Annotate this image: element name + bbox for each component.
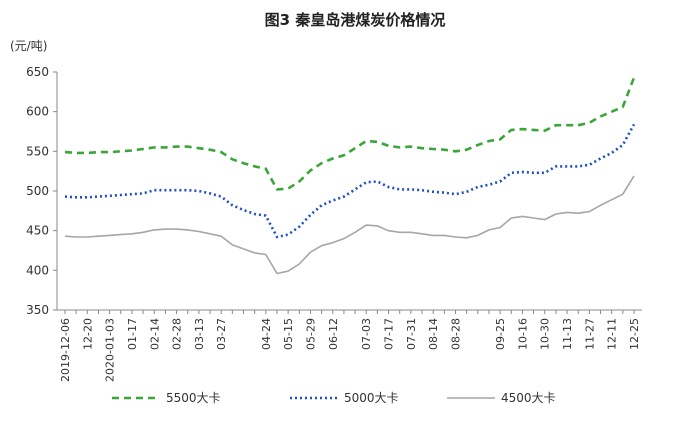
plot-area [64,77,636,275]
x-tick-label: 02-28 [171,318,184,350]
x-tick-label: 09-25 [494,318,507,350]
x-tick-label: 12-11 [606,318,619,350]
x-tick-label: 04-24 [260,318,273,350]
x-tick-label: 05-15 [282,318,295,350]
y-tick-label: 450 [26,224,49,238]
x-tick-label: 12-25 [628,318,641,350]
x-tick-label: 08-14 [427,318,440,350]
chart-title: 图3 秦皇岛港煤炭价格情况 [265,11,446,29]
x-tick-label: 02-14 [148,318,161,350]
y-axis-unit-label: (元/吨) [10,39,47,53]
x-tick-label: 07-31 [405,318,418,350]
legend-label: 5500大卡 [166,391,221,405]
x-tick-label: 07-17 [383,318,396,350]
x-tick-label: 08-28 [449,318,462,350]
y-tick-label: 500 [26,184,49,198]
x-tick-label: 11-13 [561,318,574,350]
y-tick-label: 350 [26,303,49,317]
y-tick-label: 400 [26,263,49,277]
legend: 5500大卡 5000大卡 4500大卡 [112,391,556,405]
x-tick-label: 07-03 [360,318,373,350]
y-tick-label: 550 [26,144,49,158]
x-tick-label: 05-29 [304,318,317,350]
x-tick-label: 03-27 [215,318,228,350]
y-tick-label: 650 [26,65,49,79]
axes: 350 400 450 500 550 600 650 2019-12-06 12-20 2020… [26,65,642,382]
x-tick-label: 01-17 [126,318,139,350]
series-line [64,123,636,239]
x-tick-label: 03-13 [193,318,206,350]
x-tick-label: 11-27 [583,318,596,350]
legend-label: 5000大卡 [344,391,399,405]
x-tick-label: 10-16 [516,318,529,350]
x-tick-label: 12-20 [81,318,94,350]
series-line [64,77,636,191]
x-tick-label: 06-12 [327,318,340,350]
legend-label: 4500大卡 [501,391,556,405]
x-tick-label: 2020-01-03 [104,318,117,382]
series-line [64,175,635,275]
x-tick-label: 10-30 [539,318,552,350]
y-tick-label: 600 [26,105,49,119]
x-tick-label: 2019-12-06 [59,318,72,382]
